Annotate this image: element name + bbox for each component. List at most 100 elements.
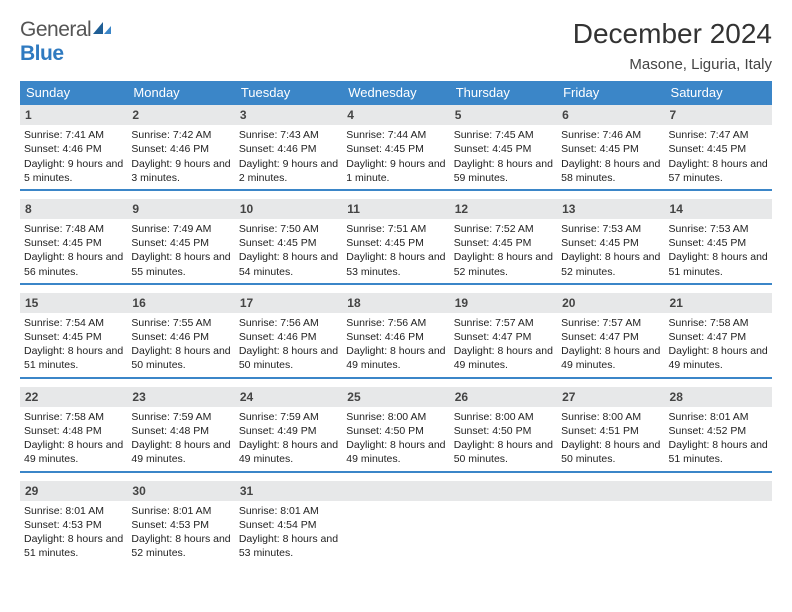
daylight-text: Daylight: 8 hours and 58 minutes. bbox=[561, 157, 660, 185]
sunset-text: Sunset: 4:53 PM bbox=[24, 518, 123, 532]
sunrise-text: Sunrise: 7:42 AM bbox=[131, 128, 230, 142]
day-cell: 24Sunrise: 7:59 AMSunset: 4:49 PMDayligh… bbox=[235, 387, 342, 471]
sunrise-text: Sunrise: 7:59 AM bbox=[131, 410, 230, 424]
daylight-text: Daylight: 8 hours and 54 minutes. bbox=[239, 250, 338, 278]
day-cell: 7Sunrise: 7:47 AMSunset: 4:45 PMDaylight… bbox=[665, 105, 772, 189]
sunrise-text: Sunrise: 7:58 AM bbox=[669, 316, 768, 330]
daylight-text: Daylight: 8 hours and 52 minutes. bbox=[131, 532, 230, 560]
sunrise-text: Sunrise: 7:52 AM bbox=[454, 222, 553, 236]
day-number: 31 bbox=[235, 481, 342, 501]
day-number: 21 bbox=[665, 293, 772, 313]
sunset-text: Sunset: 4:45 PM bbox=[239, 236, 338, 250]
day-number: 10 bbox=[235, 199, 342, 219]
sunrise-text: Sunrise: 7:58 AM bbox=[24, 410, 123, 424]
sunrise-text: Sunrise: 7:56 AM bbox=[239, 316, 338, 330]
day-cell: 22Sunrise: 7:58 AMSunset: 4:48 PMDayligh… bbox=[20, 387, 127, 471]
day-cell: 25Sunrise: 8:00 AMSunset: 4:50 PMDayligh… bbox=[342, 387, 449, 471]
day-number-empty bbox=[450, 481, 557, 501]
sunrise-text: Sunrise: 7:46 AM bbox=[561, 128, 660, 142]
day-cell: 3Sunrise: 7:43 AMSunset: 4:46 PMDaylight… bbox=[235, 105, 342, 189]
day-cell: 19Sunrise: 7:57 AMSunset: 4:47 PMDayligh… bbox=[450, 293, 557, 377]
day-cell: 21Sunrise: 7:58 AMSunset: 4:47 PMDayligh… bbox=[665, 293, 772, 377]
daylight-text: Daylight: 8 hours and 59 minutes. bbox=[454, 157, 553, 185]
day-number: 9 bbox=[127, 199, 234, 219]
day-cell: 30Sunrise: 8:01 AMSunset: 4:53 PMDayligh… bbox=[127, 481, 234, 565]
dow-tuesday: Tuesday bbox=[235, 81, 342, 105]
week-row: 22Sunrise: 7:58 AMSunset: 4:48 PMDayligh… bbox=[20, 387, 772, 473]
day-number: 24 bbox=[235, 387, 342, 407]
day-cell: 29Sunrise: 8:01 AMSunset: 4:53 PMDayligh… bbox=[20, 481, 127, 565]
day-cell: 18Sunrise: 7:56 AMSunset: 4:46 PMDayligh… bbox=[342, 293, 449, 377]
sunset-text: Sunset: 4:46 PM bbox=[131, 142, 230, 156]
sunset-text: Sunset: 4:45 PM bbox=[561, 142, 660, 156]
day-number: 25 bbox=[342, 387, 449, 407]
dow-friday: Friday bbox=[557, 81, 664, 105]
daylight-text: Daylight: 8 hours and 50 minutes. bbox=[131, 344, 230, 372]
weeks-container: 1Sunrise: 7:41 AMSunset: 4:46 PMDaylight… bbox=[20, 105, 772, 564]
sunset-text: Sunset: 4:46 PM bbox=[131, 330, 230, 344]
week-row: 1Sunrise: 7:41 AMSunset: 4:46 PMDaylight… bbox=[20, 105, 772, 191]
day-number: 3 bbox=[235, 105, 342, 125]
sunset-text: Sunset: 4:47 PM bbox=[561, 330, 660, 344]
daylight-text: Daylight: 8 hours and 49 minutes. bbox=[669, 344, 768, 372]
sunset-text: Sunset: 4:46 PM bbox=[24, 142, 123, 156]
sunrise-text: Sunrise: 7:48 AM bbox=[24, 222, 123, 236]
sunrise-text: Sunrise: 8:00 AM bbox=[561, 410, 660, 424]
daylight-text: Daylight: 9 hours and 2 minutes. bbox=[239, 157, 338, 185]
day-number: 20 bbox=[557, 293, 664, 313]
day-cell: 12Sunrise: 7:52 AMSunset: 4:45 PMDayligh… bbox=[450, 199, 557, 283]
day-cell: 9Sunrise: 7:49 AMSunset: 4:45 PMDaylight… bbox=[127, 199, 234, 283]
day-number: 8 bbox=[20, 199, 127, 219]
day-cell-empty bbox=[450, 481, 557, 565]
day-cell: 11Sunrise: 7:51 AMSunset: 4:45 PMDayligh… bbox=[342, 199, 449, 283]
sunrise-text: Sunrise: 7:47 AM bbox=[669, 128, 768, 142]
daylight-text: Daylight: 8 hours and 51 minutes. bbox=[669, 438, 768, 466]
daylight-text: Daylight: 8 hours and 53 minutes. bbox=[346, 250, 445, 278]
sunset-text: Sunset: 4:47 PM bbox=[454, 330, 553, 344]
logo-sail-icon bbox=[91, 18, 113, 42]
day-number: 22 bbox=[20, 387, 127, 407]
daylight-text: Daylight: 8 hours and 49 minutes. bbox=[346, 344, 445, 372]
sunrise-text: Sunrise: 7:57 AM bbox=[561, 316, 660, 330]
sunrise-text: Sunrise: 8:00 AM bbox=[454, 410, 553, 424]
sunrise-text: Sunrise: 7:59 AM bbox=[239, 410, 338, 424]
day-number: 30 bbox=[127, 481, 234, 501]
daylight-text: Daylight: 8 hours and 53 minutes. bbox=[239, 532, 338, 560]
day-cell: 15Sunrise: 7:54 AMSunset: 4:45 PMDayligh… bbox=[20, 293, 127, 377]
daylight-text: Daylight: 8 hours and 52 minutes. bbox=[561, 250, 660, 278]
sunrise-text: Sunrise: 7:55 AM bbox=[131, 316, 230, 330]
day-cell-empty bbox=[342, 481, 449, 565]
sunset-text: Sunset: 4:45 PM bbox=[561, 236, 660, 250]
day-cell-empty bbox=[665, 481, 772, 565]
day-number: 17 bbox=[235, 293, 342, 313]
day-of-week-header: SundayMondayTuesdayWednesdayThursdayFrid… bbox=[20, 81, 772, 105]
sunrise-text: Sunrise: 7:41 AM bbox=[24, 128, 123, 142]
day-number: 4 bbox=[342, 105, 449, 125]
day-number: 12 bbox=[450, 199, 557, 219]
daylight-text: Daylight: 8 hours and 51 minutes. bbox=[24, 532, 123, 560]
day-number: 29 bbox=[20, 481, 127, 501]
day-number: 7 bbox=[665, 105, 772, 125]
day-number-empty bbox=[665, 481, 772, 501]
sunrise-text: Sunrise: 7:53 AM bbox=[669, 222, 768, 236]
daylight-text: Daylight: 8 hours and 50 minutes. bbox=[454, 438, 553, 466]
daylight-text: Daylight: 8 hours and 49 minutes. bbox=[346, 438, 445, 466]
day-number: 19 bbox=[450, 293, 557, 313]
month-title: December 2024 bbox=[573, 18, 772, 50]
sunrise-text: Sunrise: 8:01 AM bbox=[131, 504, 230, 518]
day-number: 28 bbox=[665, 387, 772, 407]
daylight-text: Daylight: 8 hours and 49 minutes. bbox=[131, 438, 230, 466]
day-number: 14 bbox=[665, 199, 772, 219]
sunset-text: Sunset: 4:45 PM bbox=[131, 236, 230, 250]
sunset-text: Sunset: 4:48 PM bbox=[131, 424, 230, 438]
day-number: 18 bbox=[342, 293, 449, 313]
dow-thursday: Thursday bbox=[450, 81, 557, 105]
sunset-text: Sunset: 4:54 PM bbox=[239, 518, 338, 532]
sunset-text: Sunset: 4:45 PM bbox=[24, 330, 123, 344]
dow-monday: Monday bbox=[127, 81, 234, 105]
logo-word-general: General bbox=[20, 18, 91, 41]
daylight-text: Daylight: 8 hours and 50 minutes. bbox=[561, 438, 660, 466]
sunrise-text: Sunrise: 8:01 AM bbox=[239, 504, 338, 518]
day-cell: 23Sunrise: 7:59 AMSunset: 4:48 PMDayligh… bbox=[127, 387, 234, 471]
sunrise-text: Sunrise: 7:45 AM bbox=[454, 128, 553, 142]
